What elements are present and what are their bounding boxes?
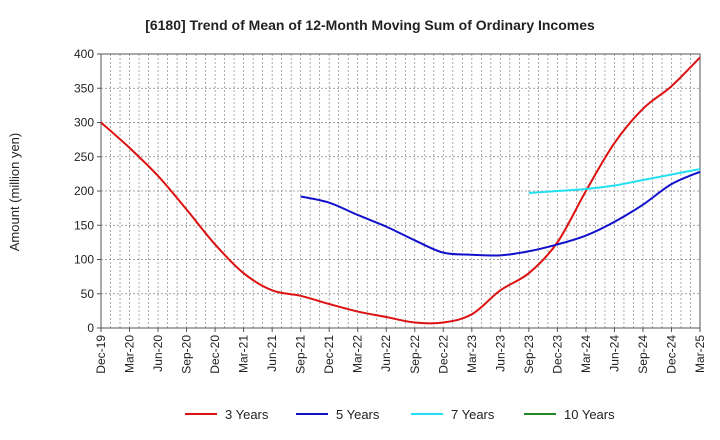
y-tick-label: 100 — [74, 253, 94, 267]
grid — [101, 53, 701, 328]
y-tick-label: 50 — [81, 287, 95, 301]
x-tick-label: Dec-22 — [436, 335, 450, 374]
y-axis-label: Amount (million yen) — [7, 133, 22, 252]
y-tick-label: 350 — [74, 81, 94, 95]
x-tick-label: Mar-22 — [351, 335, 365, 373]
x-tick-label: Sep-23 — [522, 335, 536, 374]
series-line-5-years — [300, 170, 701, 257]
x-tick-label: Sep-22 — [408, 335, 422, 374]
x-tick-label: Sep-21 — [294, 335, 308, 374]
x-tick-label: Jun-20 — [151, 335, 165, 372]
x-tick-label: Dec-20 — [208, 335, 222, 374]
x-ticks: Dec-19 Mar-20 Jun-20 Sep-20 Dec-20 Mar-21 Jun-… — [94, 328, 707, 374]
legend-label-7-years: 7 Years — [451, 407, 495, 422]
x-tick-label: Mar-23 — [465, 335, 479, 373]
y-tick-label: 400 — [74, 47, 94, 61]
series-line-3-years — [100, 56, 701, 325]
x-tick-label: Jun-24 — [607, 335, 621, 372]
series-line-7-years — [528, 168, 701, 195]
x-tick-label: Jun-23 — [493, 335, 507, 372]
y-tick-label: 150 — [74, 218, 94, 232]
x-tick-label: Sep-20 — [180, 335, 194, 374]
y-tick-label: 250 — [74, 150, 94, 164]
x-tick-label: Dec-24 — [664, 335, 678, 374]
y-tick-label: 300 — [74, 116, 94, 130]
legend-label-10-years: 10 Years — [564, 407, 615, 422]
x-tick-label: Dec-19 — [94, 335, 108, 374]
x-tick-label: Sep-24 — [636, 335, 650, 374]
y-tick-label: 0 — [87, 321, 94, 335]
chart-title: [6180] Trend of Mean of 12-Month Moving … — [145, 17, 595, 33]
legend: 3 Years 5 Years 7 Years 10 Years — [185, 407, 615, 422]
legend-label-3-years: 3 Years — [225, 407, 269, 422]
x-tick-label: Jun-22 — [379, 335, 393, 372]
legend-label-5-years: 5 Years — [336, 407, 380, 422]
x-tick-label: Mar-20 — [123, 335, 137, 373]
y-tick-label: 200 — [74, 184, 94, 198]
x-tick-label: Dec-21 — [322, 335, 336, 374]
y-ticks: 0 50 100 150 200 250 300 350 400 — [74, 47, 101, 335]
x-tick-label: Mar-21 — [237, 335, 251, 373]
x-tick-label: Mar-24 — [579, 335, 593, 373]
x-tick-label: Dec-23 — [550, 335, 564, 374]
series-lines — [100, 56, 701, 325]
x-tick-label: Jun-21 — [265, 335, 279, 372]
x-tick-label: Mar-25 — [693, 335, 707, 373]
